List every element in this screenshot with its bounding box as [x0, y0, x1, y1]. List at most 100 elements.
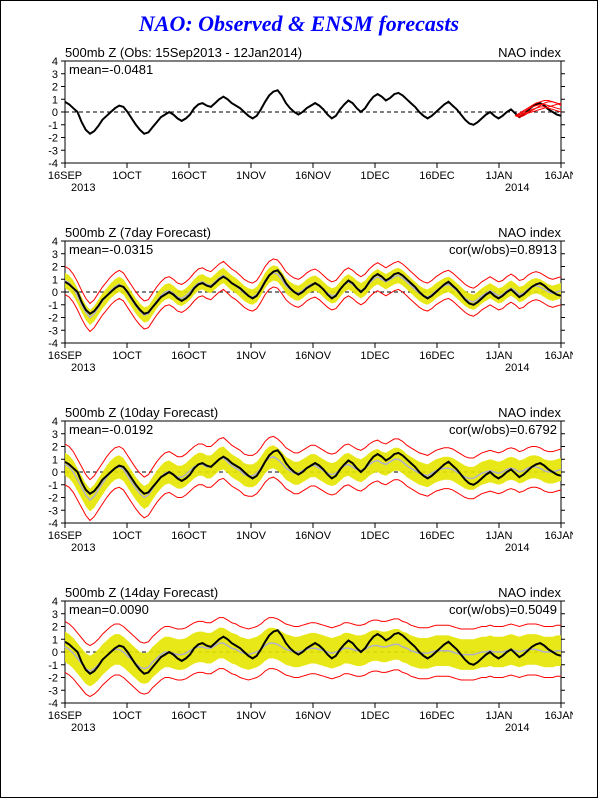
x-tick-label: 1DEC [360, 170, 389, 182]
panel-wrap-3: 500mb Z (14day Forecast) NAO index -4-3-2-… [25, 583, 573, 759]
panel-wrap-1: 500mb Z (7day Forecast)NAO index-4-3-2-1… [25, 223, 573, 399]
y-tick-label: 2 [52, 442, 58, 454]
y-tick-label: -3 [48, 325, 58, 337]
y-tick-label: -4 [48, 518, 58, 530]
y-tick-label: 3 [52, 429, 58, 441]
x-sublabel-right: 2014 [505, 542, 529, 554]
panel-subtitle-right: NAO index [498, 585, 561, 600]
y-tick-label: 3 [52, 609, 58, 621]
y-tick-label: 3 [52, 249, 58, 261]
x-tick-label: 16SEP [48, 710, 82, 722]
x-tick-label: 1OCT [112, 530, 142, 542]
x-tick-label: 1NOV [236, 350, 267, 362]
x-tick-label: 1DEC [360, 350, 389, 362]
x-tick-label: 16DEC [419, 350, 455, 362]
y-tick-label: 0 [52, 107, 58, 119]
x-sublabel-left: 2013 [71, 542, 95, 554]
y-tick-label: 2 [52, 622, 58, 634]
forecast-band [65, 445, 561, 511]
y-tick-label: -2 [48, 133, 58, 145]
y-tick-label: -1 [48, 480, 58, 492]
y-tick-label: 4 [52, 56, 58, 68]
x-tick-label: 16JAN [544, 530, 573, 542]
x-tick-label: 16JAN [544, 350, 573, 362]
mean-label: mean=-0.0192 [69, 422, 153, 437]
mean-label: mean=-0.0315 [69, 242, 153, 257]
y-tick-label: 1 [52, 274, 58, 286]
y-tick-label: 2 [52, 82, 58, 94]
x-tick-label: 16NOV [295, 350, 332, 362]
x-sublabel-left: 2013 [71, 362, 95, 374]
y-tick-label: 4 [52, 236, 58, 248]
x-tick-label: 16OCT [171, 170, 207, 182]
x-tick-label: 1DEC [360, 710, 389, 722]
panel-wrap-0: 500mb Z (Obs: 15Sep2013 - 12Jan2014) NAO … [25, 43, 573, 219]
x-tick-label: 1NOV [236, 170, 267, 182]
main-title: NAO: Observed & ENSM forecasts [1, 11, 597, 37]
x-tick-label: 16NOV [295, 170, 332, 182]
chart-panel-2: 500mb Z (10day Forecast)NAO index-4-3-2-… [25, 403, 573, 579]
chart-panel-1: 500mb Z (7day Forecast)NAO index-4-3-2-1… [25, 223, 573, 399]
x-tick-label: 16NOV [295, 710, 332, 722]
cor-label: cor(w/obs)=0.6792 [449, 422, 557, 437]
x-tick-label: 16SEP [48, 530, 82, 542]
x-sublabel-left: 2013 [71, 182, 95, 194]
y-tick-label: -1 [48, 120, 58, 132]
x-tick-label: 16SEP [48, 170, 82, 182]
panel-subtitle-left: 500mb Z (Obs: 15Sep2013 - 12Jan2014) [65, 45, 302, 60]
chart-panel-3: 500mb Z (14day Forecast) NAO index -4-3-2-… [25, 583, 573, 759]
y-tick-label: -3 [48, 505, 58, 517]
y-tick-label: -4 [48, 158, 58, 170]
x-tick-label: 16DEC [419, 530, 455, 542]
y-tick-label: -1 [48, 660, 58, 672]
chart-panel-0: 500mb Z (Obs: 15Sep2013 - 12Jan2014) NAO … [25, 43, 573, 219]
panel-subtitle-left: 500mb Z (10day Forecast) [65, 405, 218, 420]
panels-container: 500mb Z (Obs: 15Sep2013 - 12Jan2014) NAO … [1, 43, 597, 759]
y-tick-label: 4 [52, 596, 58, 608]
y-tick-label: 0 [52, 467, 58, 479]
y-tick-label: -4 [48, 698, 58, 710]
y-tick-label: 2 [52, 262, 58, 274]
x-tick-label: 16JAN [544, 710, 573, 722]
page: NAO: Observed & ENSM forecasts 500mb Z (… [0, 0, 598, 798]
y-tick-label: -1 [48, 300, 58, 312]
x-tick-label: 1NOV [236, 710, 267, 722]
x-sublabel-right: 2014 [505, 182, 529, 194]
x-tick-label: 16NOV [295, 530, 332, 542]
cor-label: cor(w/obs)=0.8913 [449, 242, 557, 257]
panel-subtitle-right: NAO index [498, 405, 561, 420]
x-tick-label: 1JAN [486, 350, 513, 362]
y-tick-label: 1 [52, 94, 58, 106]
x-sublabel-right: 2014 [505, 362, 529, 374]
y-tick-label: 3 [52, 69, 58, 81]
x-tick-label: 1OCT [112, 350, 142, 362]
y-tick-label: 0 [52, 647, 58, 659]
y-tick-label: -3 [48, 685, 58, 697]
y-tick-label: -2 [48, 673, 58, 685]
y-tick-label: 1 [52, 454, 58, 466]
x-sublabel-left: 2013 [71, 722, 95, 734]
x-tick-label: 16JAN [544, 170, 573, 182]
y-tick-label: 4 [52, 416, 58, 428]
x-tick-label: 16DEC [419, 710, 455, 722]
cor-label: cor(w/obs)=0.5049 [449, 602, 557, 617]
panel-subtitle-left: 500mb Z (14day Forecast) [65, 585, 218, 600]
y-tick-label: 0 [52, 287, 58, 299]
x-tick-label: 16OCT [171, 710, 207, 722]
y-tick-label: -3 [48, 145, 58, 157]
x-tick-label: 16OCT [171, 530, 207, 542]
panel-wrap-2: 500mb Z (10day Forecast)NAO index-4-3-2-… [25, 403, 573, 579]
x-tick-label: 16SEP [48, 350, 82, 362]
mean-label: mean=0.0090 [69, 602, 149, 617]
mean-label: mean=-0.0481 [69, 62, 153, 77]
x-tick-label: 1JAN [486, 170, 513, 182]
x-tick-label: 1OCT [112, 170, 142, 182]
x-tick-label: 16DEC [419, 170, 455, 182]
panel-subtitle-right: NAO index [498, 225, 561, 240]
y-tick-label: -2 [48, 313, 58, 325]
y-tick-label: -4 [48, 338, 58, 350]
x-sublabel-right: 2014 [505, 722, 529, 734]
x-tick-label: 16OCT [171, 350, 207, 362]
x-tick-label: 1OCT [112, 710, 142, 722]
panel-subtitle-right: NAO index [498, 45, 561, 60]
